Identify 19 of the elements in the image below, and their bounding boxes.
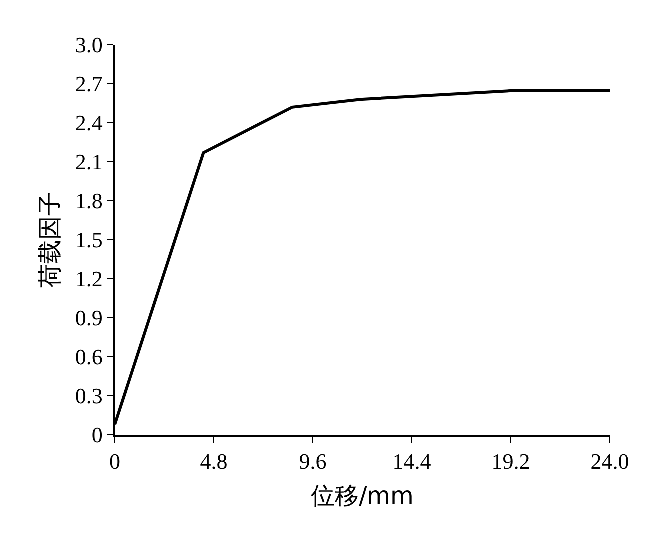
x-tick-label: 14.4 bbox=[392, 449, 432, 474]
y-tick-label: 1.2 bbox=[75, 266, 103, 292]
y-tick-label: 2.7 bbox=[75, 72, 103, 97]
y-tick-label: 0 bbox=[92, 422, 103, 448]
y-tick-label: 2.4 bbox=[75, 110, 103, 136]
y-tick-label: 0.9 bbox=[75, 306, 103, 331]
y-axis-title: 荷载因子 bbox=[36, 192, 64, 288]
x-tick-label: 0 bbox=[110, 449, 120, 474]
x-tick-label: 24.0 bbox=[590, 449, 630, 474]
y-tick-label: 3.0 bbox=[75, 32, 103, 58]
y-tick-label: 1.5 bbox=[75, 228, 103, 253]
x-axis-title: 位移/mm bbox=[311, 482, 414, 510]
y-tick-label: 0.6 bbox=[75, 344, 103, 370]
x-tick-label: 4.8 bbox=[200, 449, 228, 474]
x-tick-label: 9.6 bbox=[299, 449, 327, 474]
y-tick-label: 2.1 bbox=[75, 150, 103, 175]
y-tick-label: 1.8 bbox=[75, 188, 103, 214]
x-tick-label: 19.2 bbox=[492, 449, 530, 474]
y-tick-label: 0.3 bbox=[75, 384, 103, 409]
